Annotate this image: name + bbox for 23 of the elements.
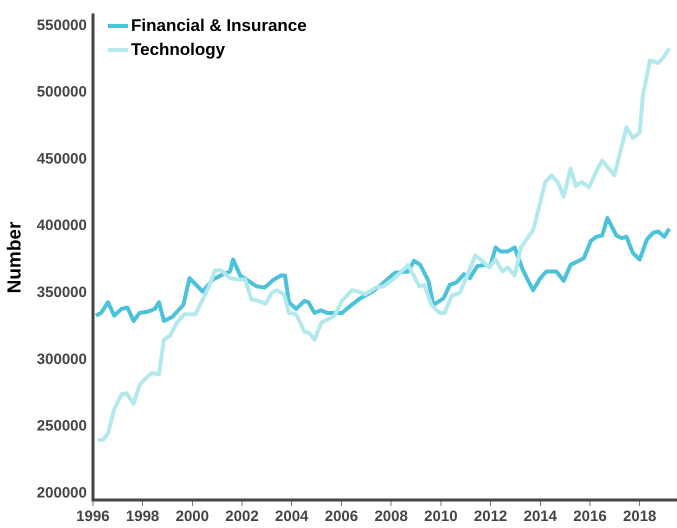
y-tick-label: 500000	[36, 84, 87, 101]
x-tick-label: 2006	[324, 508, 358, 526]
x-tick-label: 2008	[374, 508, 408, 526]
x-tick-label: 2002	[225, 508, 259, 526]
x-tick-label: 2004	[275, 508, 310, 526]
x-tick-label: 2012	[474, 508, 508, 526]
x-tick-label: 2014	[524, 508, 558, 526]
y-axis-title: Number	[4, 221, 26, 294]
legend-label: Financial & Insurance	[131, 16, 307, 36]
y-tick-label: 550000	[36, 16, 87, 34]
y-tick-label: 400000	[36, 217, 87, 234]
x-tick-label: 1996	[76, 508, 110, 526]
y-tick-label: 450000	[36, 150, 87, 168]
x-tick-label: 2016	[573, 508, 607, 526]
y-tick-label: 300000	[36, 350, 87, 368]
x-tick-label: 2000	[176, 508, 209, 526]
y-tick-label: 250000	[36, 418, 87, 435]
x-tick-label: 2010	[424, 508, 458, 526]
y-tick-label: 350000	[36, 284, 87, 302]
x-tick-label: 2018	[623, 508, 656, 526]
x-tick-label: 1998	[126, 508, 160, 526]
y-tick-label: 200000	[36, 484, 87, 502]
legend-label: Technology	[131, 40, 226, 60]
